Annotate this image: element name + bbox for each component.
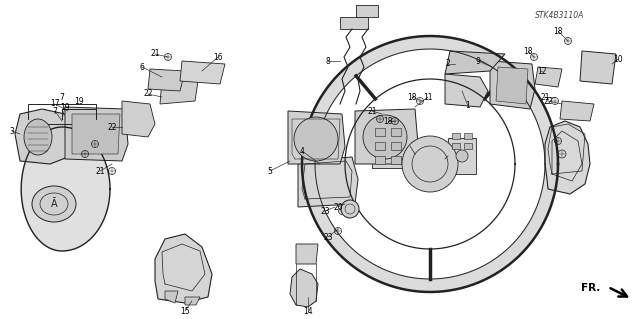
Polygon shape [535, 67, 562, 87]
Polygon shape [560, 101, 594, 121]
Text: 7: 7 [60, 93, 65, 101]
Ellipse shape [32, 186, 76, 222]
Polygon shape [452, 143, 460, 149]
Ellipse shape [402, 136, 458, 192]
Polygon shape [122, 101, 155, 137]
Polygon shape [185, 297, 200, 305]
Polygon shape [302, 36, 558, 292]
Text: 18: 18 [407, 93, 417, 101]
Text: 11: 11 [423, 93, 433, 101]
Ellipse shape [24, 119, 52, 155]
Polygon shape [180, 61, 225, 84]
Polygon shape [445, 74, 488, 107]
Text: 18: 18 [383, 116, 393, 125]
Polygon shape [15, 109, 72, 164]
Text: 23: 23 [323, 233, 333, 241]
Polygon shape [148, 69, 185, 91]
Text: 21: 21 [150, 49, 160, 58]
Ellipse shape [341, 200, 359, 218]
Text: 19: 19 [60, 102, 70, 112]
Polygon shape [65, 107, 128, 161]
Text: FR.: FR. [580, 283, 600, 293]
Text: 21: 21 [367, 107, 377, 115]
Text: 22: 22 [543, 97, 553, 106]
Text: 20: 20 [333, 203, 343, 211]
Polygon shape [490, 61, 535, 109]
Ellipse shape [456, 150, 468, 162]
Text: 8: 8 [326, 56, 330, 65]
Text: 12: 12 [537, 66, 547, 76]
Polygon shape [464, 133, 472, 139]
Text: Ā: Ā [51, 199, 58, 209]
Text: 6: 6 [140, 63, 145, 71]
Text: 22: 22 [108, 122, 116, 131]
Polygon shape [452, 133, 460, 139]
Polygon shape [445, 51, 505, 74]
Text: 2: 2 [445, 60, 451, 69]
Text: 1: 1 [466, 101, 470, 110]
Ellipse shape [294, 117, 338, 161]
Text: 9: 9 [476, 56, 481, 65]
Text: 18: 18 [553, 26, 563, 35]
Polygon shape [160, 79, 198, 104]
Polygon shape [375, 142, 385, 150]
Polygon shape [72, 114, 120, 154]
Polygon shape [580, 51, 616, 84]
Polygon shape [375, 156, 385, 164]
Polygon shape [296, 244, 318, 264]
Text: STK4B3110A: STK4B3110A [535, 11, 584, 20]
Text: 21: 21 [540, 93, 550, 101]
Polygon shape [391, 142, 401, 150]
Text: 15: 15 [180, 307, 190, 315]
Polygon shape [391, 156, 401, 164]
Ellipse shape [363, 115, 407, 159]
Polygon shape [290, 269, 318, 307]
Text: 19: 19 [74, 97, 84, 106]
Text: 3: 3 [10, 127, 15, 136]
Text: 16: 16 [213, 53, 223, 62]
Text: 22: 22 [143, 90, 153, 99]
Polygon shape [298, 157, 358, 207]
Text: 7: 7 [52, 107, 58, 115]
Polygon shape [545, 121, 590, 194]
Polygon shape [464, 143, 472, 149]
Text: 18: 18 [524, 47, 532, 56]
Polygon shape [391, 128, 401, 136]
Polygon shape [340, 17, 368, 29]
Text: 5: 5 [268, 167, 273, 175]
Polygon shape [155, 234, 212, 303]
Polygon shape [448, 138, 476, 174]
Text: 17: 17 [50, 100, 60, 108]
Text: 14: 14 [303, 307, 313, 315]
Polygon shape [372, 124, 410, 168]
Polygon shape [375, 128, 385, 136]
Text: 21: 21 [95, 167, 105, 175]
Polygon shape [165, 291, 178, 303]
Polygon shape [21, 127, 110, 251]
Text: 10: 10 [613, 55, 623, 63]
Text: 4: 4 [300, 146, 305, 155]
Polygon shape [356, 5, 378, 17]
Polygon shape [288, 111, 345, 164]
Polygon shape [355, 109, 418, 164]
Text: 23: 23 [320, 206, 330, 216]
Polygon shape [496, 67, 528, 104]
